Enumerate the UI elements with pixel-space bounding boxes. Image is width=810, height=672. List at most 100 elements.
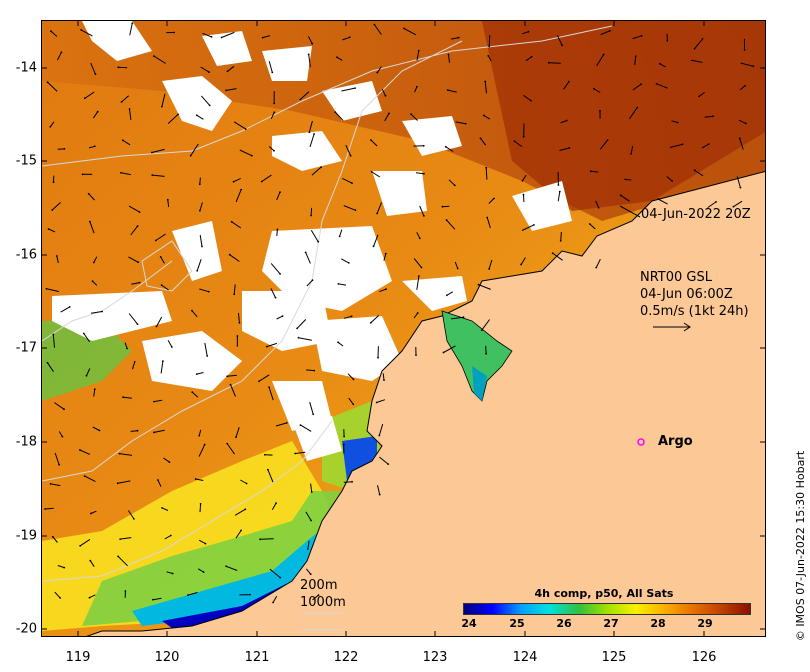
current-vector [262, 35, 271, 39]
current-vector [552, 252, 563, 261]
current-vector-head [159, 256, 162, 258]
current-vector-head [244, 508, 247, 511]
current-vector-head [480, 329, 483, 331]
king-sound [441, 310, 513, 402]
current-vector [198, 444, 206, 457]
current-vector [414, 86, 418, 93]
current-vector [196, 259, 202, 271]
current-vector-head [311, 42, 314, 45]
current-vector-head [133, 518, 135, 520]
current-vector [373, 234, 379, 247]
current-vector-head [403, 27, 405, 30]
current-vector [153, 429, 165, 433]
current-vector-head [317, 240, 320, 243]
current-vector-head [228, 253, 231, 256]
colorbar-label: 25 [509, 617, 525, 630]
current-vector-head [422, 144, 425, 147]
current-vector [309, 401, 314, 415]
current-vector-head [91, 280, 94, 282]
current-vector-head [307, 53, 310, 56]
current-vector-head [477, 283, 480, 286]
current-vector-head [557, 184, 560, 186]
current-vector-head [153, 55, 155, 57]
current-vector-head [354, 87, 356, 89]
current-vector [196, 114, 204, 120]
colorbar-gradient [463, 603, 751, 615]
image-timestamp: 04-Jun-2022 20Z [641, 207, 751, 222]
current-vector [345, 144, 352, 156]
current-vector-head [597, 206, 600, 209]
current-vector-head [235, 436, 237, 439]
current-vector-head [206, 355, 209, 357]
current-vector-head [161, 507, 163, 509]
current-vector [305, 252, 311, 264]
current-vector-head [101, 310, 103, 313]
argo-float-marker [637, 438, 645, 446]
current-vector-head [568, 147, 571, 149]
current-vector [167, 114, 179, 124]
current-vector [129, 23, 133, 36]
current-vector [120, 172, 131, 176]
current-vector [556, 35, 563, 46]
current-vector [160, 361, 164, 374]
current-vector-head [55, 255, 58, 257]
current-vector [230, 384, 236, 397]
current-vector [738, 119, 747, 124]
current-vector-head [297, 336, 300, 339]
current-vector-head [681, 143, 684, 146]
current-vector [233, 177, 241, 183]
current-vector-head [479, 137, 482, 140]
current-vector-head [60, 51, 63, 54]
current-vector-head [352, 378, 355, 381]
current-vector [480, 137, 487, 146]
current-vector-head [136, 323, 139, 325]
current-vector [656, 83, 668, 89]
colorbar-label: 26 [556, 617, 572, 630]
current-vector [632, 35, 642, 40]
current-info: NRT00 GSL 04-Jun 06:00Z 0.5m/s (1kt 24h) [640, 269, 749, 320]
current-vector-head [488, 45, 491, 48]
map-canvas [42, 21, 765, 636]
current-vector-head [640, 83, 642, 86]
current-vector-head [177, 113, 180, 116]
current-vector [84, 475, 96, 483]
current-vector-head [732, 205, 735, 208]
current-vector [698, 91, 705, 97]
current-vector [628, 107, 638, 120]
current-vector-head [530, 55, 533, 58]
current-vector [57, 565, 65, 569]
current-vector-head [376, 71, 379, 74]
current-vector [694, 169, 704, 177]
current-vector-head [166, 198, 169, 201]
current-vector-head [482, 114, 485, 117]
current-vector-head [445, 219, 448, 221]
current-vector [295, 451, 306, 454]
current-vector [596, 54, 605, 67]
current-vector-head [739, 186, 742, 189]
current-vector-head [493, 197, 495, 200]
current-vector [701, 143, 709, 149]
cyan-region [132, 521, 332, 626]
current-vector [308, 120, 313, 133]
current-vector [521, 31, 529, 35]
current-vectors [44, 22, 755, 604]
current-vector [341, 87, 356, 92]
current-vector [117, 480, 131, 484]
current-vector-head [752, 65, 755, 68]
current-vector-head [49, 125, 52, 128]
current-vector-head [199, 503, 202, 505]
current-vector-head [457, 36, 460, 39]
current-vector-head [336, 56, 338, 59]
current-vector [413, 312, 419, 319]
current-vector [231, 221, 242, 229]
current-vector [311, 166, 322, 176]
current-vector [275, 422, 287, 427]
current-vector-head [267, 468, 269, 471]
current-time: 04-Jun 06:00Z [640, 287, 733, 302]
current-vector-head [207, 290, 210, 293]
current-vector [306, 369, 315, 372]
y-tick-label: -18 [15, 434, 37, 450]
current-vector-head [59, 597, 61, 599]
current-vector [161, 93, 166, 107]
current-vector-head [50, 30, 52, 33]
